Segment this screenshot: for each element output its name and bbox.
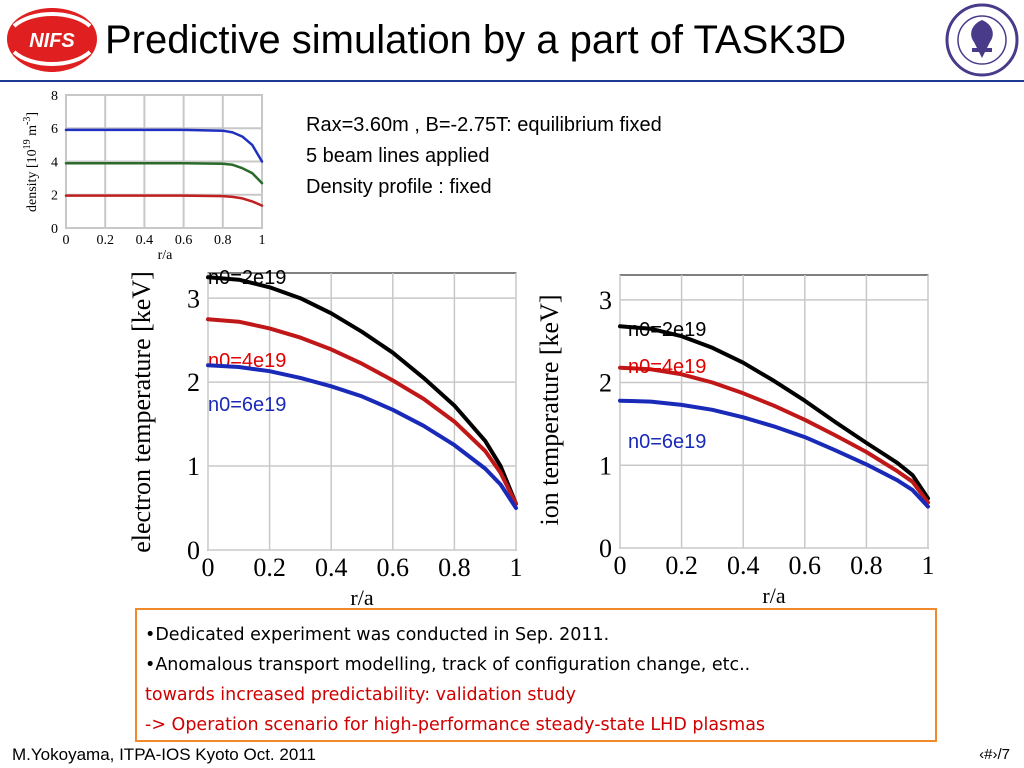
note-line-highlight: towards increased predictability: valida… bbox=[145, 685, 576, 705]
y-tick-label: 2 bbox=[51, 189, 58, 204]
footer-credit: M.Yokoyama, ITPA-IOS Kyoto Oct. 2011 bbox=[12, 745, 316, 764]
profile-charts: density [1019 m-3] r/a 0 0.2 0.4 0.6 0.8 1 0 2 4… bbox=[22, 89, 935, 610]
series-label: n0=4e19 bbox=[628, 356, 706, 378]
electron-temperature-chart: electron temperature [keV] r/a 0 0.2 0.4 0.… bbox=[127, 267, 523, 610]
series-line bbox=[206, 363, 518, 510]
x-tick-label: 0.2 bbox=[253, 553, 286, 582]
title-divider bbox=[0, 80, 1024, 82]
density-profile-chart: density [1019 m-3] r/a 0 0.2 0.4 0.6 0.8 1 0 2 4… bbox=[22, 89, 266, 263]
notes-box: •Dedicated experiment was conducted in S… bbox=[135, 608, 937, 742]
y-tick-label: 0 bbox=[187, 536, 200, 565]
series-line bbox=[206, 275, 518, 506]
ti-xlabel: r/a bbox=[762, 583, 785, 608]
x-tick-label: 1 bbox=[922, 551, 935, 580]
x-tick-label: 0.8 bbox=[214, 233, 232, 248]
x-tick-label: 0.4 bbox=[727, 551, 760, 580]
series-label: n0=6e19 bbox=[628, 431, 706, 453]
x-tick-label: 1 bbox=[259, 233, 266, 248]
note-line: •Dedicated experiment was conducted in S… bbox=[145, 625, 610, 645]
simulation-conditions: Rax=3.60m , B=-2.75T: equilibrium fixed … bbox=[306, 110, 662, 203]
ti-ylabel: ion temperature [keV] bbox=[535, 294, 564, 525]
y-tick-label: 1 bbox=[599, 451, 612, 480]
y-tick-label: 4 bbox=[51, 155, 58, 170]
nifs-logo-icon: NIFS bbox=[7, 8, 97, 72]
series-label: n0=2e19 bbox=[208, 267, 286, 289]
series-label: n0=2e19 bbox=[628, 319, 706, 341]
y-tick-label: 8 bbox=[51, 89, 58, 104]
series-label: n0=6e19 bbox=[208, 394, 286, 416]
series-line bbox=[64, 194, 264, 207]
series-line bbox=[64, 128, 264, 163]
x-tick-label: 0.4 bbox=[136, 233, 154, 248]
plot-frame bbox=[619, 274, 929, 549]
nifs-logo: NIFS bbox=[2, 2, 102, 82]
x-tick-label: 0 bbox=[614, 551, 627, 580]
x-tick-label: 0.4 bbox=[315, 553, 348, 582]
y-tick-label: 3 bbox=[599, 286, 612, 315]
ion-temperature-chart: ion temperature [keV] r/a 0 0.2 0.4 0.6 0.8 1… bbox=[535, 274, 935, 608]
y-tick-label: 3 bbox=[187, 284, 200, 313]
x-tick-label: 0.2 bbox=[665, 551, 698, 580]
note-line-highlight: -> Operation scenario for high-performan… bbox=[145, 715, 766, 735]
series-line bbox=[206, 317, 518, 506]
y-tick-label: 2 bbox=[599, 369, 612, 398]
series-line bbox=[64, 161, 264, 185]
series-line bbox=[618, 398, 930, 509]
x-tick-label: 0.6 bbox=[789, 551, 822, 580]
density-xlabel: r/a bbox=[158, 248, 174, 263]
series-line bbox=[618, 365, 930, 505]
x-tick-label: 0.8 bbox=[850, 551, 883, 580]
nifs-logo-text: NIFS bbox=[29, 30, 75, 52]
x-tick-label: 0 bbox=[63, 233, 70, 248]
kyoto-university-seal bbox=[942, 2, 1022, 83]
x-tick-label: 1 bbox=[510, 553, 523, 582]
note-line: •Anomalous transport modelling, track of… bbox=[145, 655, 751, 675]
condition-line: Rax=3.60m , B=-2.75T: equilibrium fixed bbox=[306, 114, 662, 136]
y-tick-label: 0 bbox=[599, 534, 612, 563]
page-title: Predictive simulation by a part of TASK3… bbox=[105, 18, 847, 62]
x-tick-label: 0.8 bbox=[438, 553, 471, 582]
condition-line: Density profile : fixed bbox=[306, 176, 492, 198]
condition-line: 5 beam lines applied bbox=[306, 145, 490, 167]
y-tick-label: 6 bbox=[51, 122, 58, 137]
kyoto-university-seal-icon bbox=[945, 3, 1019, 77]
series-line bbox=[618, 324, 930, 501]
x-tick-label: 0 bbox=[202, 553, 215, 582]
y-tick-label: 1 bbox=[187, 452, 200, 481]
te-xlabel: r/a bbox=[350, 585, 373, 610]
x-tick-label: 0.6 bbox=[377, 553, 410, 582]
x-tick-label: 0.6 bbox=[175, 233, 193, 248]
x-tick-label: 0.2 bbox=[96, 233, 114, 248]
y-tick-label: 0 bbox=[51, 222, 58, 237]
page-number: ‹#›/7 bbox=[979, 746, 1010, 763]
y-tick-label: 2 bbox=[187, 368, 200, 397]
te-ylabel: electron temperature [keV] bbox=[127, 271, 156, 553]
density-ylabel: density [1019 m-3] bbox=[22, 112, 40, 212]
